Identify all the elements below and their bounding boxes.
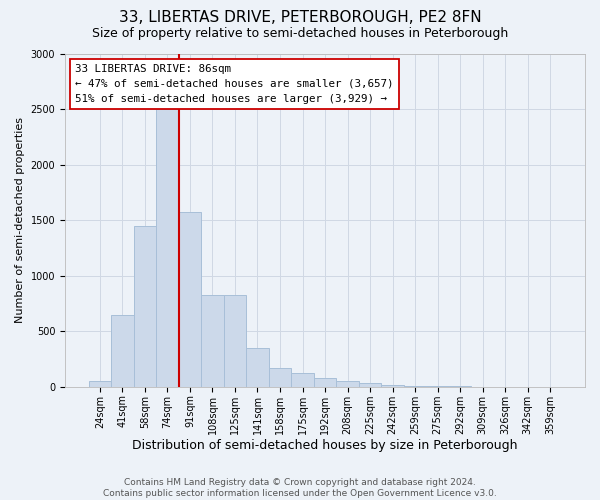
Text: Size of property relative to semi-detached houses in Peterborough: Size of property relative to semi-detach… bbox=[92, 28, 508, 40]
Bar bbox=[89, 382, 111, 387]
Bar bbox=[381, 385, 404, 387]
Bar bbox=[359, 384, 381, 387]
Bar bbox=[134, 226, 156, 387]
Bar bbox=[246, 348, 269, 387]
Bar bbox=[224, 294, 246, 387]
Text: 33 LIBERTAS DRIVE: 86sqm
← 47% of semi-detached houses are smaller (3,657)
51% o: 33 LIBERTAS DRIVE: 86sqm ← 47% of semi-d… bbox=[76, 64, 394, 104]
Text: 33, LIBERTAS DRIVE, PETERBOROUGH, PE2 8FN: 33, LIBERTAS DRIVE, PETERBOROUGH, PE2 8F… bbox=[119, 10, 481, 25]
Bar bbox=[179, 212, 201, 387]
Bar bbox=[291, 374, 314, 387]
Bar bbox=[156, 110, 179, 387]
Bar bbox=[336, 382, 359, 387]
Y-axis label: Number of semi-detached properties: Number of semi-detached properties bbox=[15, 118, 25, 324]
X-axis label: Distribution of semi-detached houses by size in Peterborough: Distribution of semi-detached houses by … bbox=[132, 440, 518, 452]
Bar bbox=[269, 368, 291, 387]
Bar bbox=[404, 386, 427, 387]
Text: Contains HM Land Registry data © Crown copyright and database right 2024.
Contai: Contains HM Land Registry data © Crown c… bbox=[103, 478, 497, 498]
Bar bbox=[111, 314, 134, 387]
Bar bbox=[427, 386, 449, 387]
Bar bbox=[201, 294, 224, 387]
Bar bbox=[314, 378, 336, 387]
